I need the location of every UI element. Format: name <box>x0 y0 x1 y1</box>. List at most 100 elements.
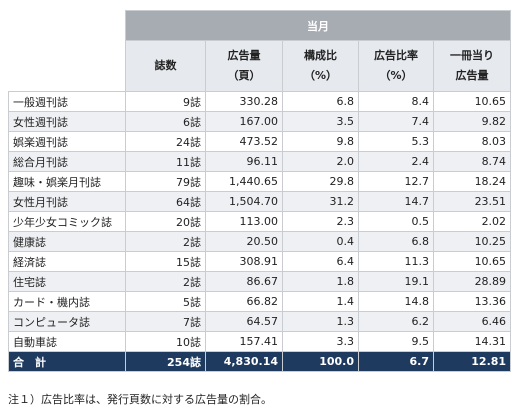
cell: 6.7 <box>358 351 434 372</box>
cell: 18.24 <box>432 171 512 192</box>
header-line: 構成比 <box>304 49 337 62</box>
cell: 113.00 <box>205 211 283 232</box>
cell: 19.1 <box>358 271 434 292</box>
cell: 23.51 <box>432 191 512 212</box>
cell: 2誌 <box>125 231 206 252</box>
cell: 64.57 <box>205 311 283 332</box>
cell: 11誌 <box>125 151 206 172</box>
cell: 29.8 <box>282 171 359 192</box>
cell: 8.4 <box>358 91 434 112</box>
cell: 8.03 <box>432 131 512 152</box>
cell: 0.4 <box>282 231 359 252</box>
cell: 308.91 <box>205 251 283 272</box>
cell: 1.8 <box>282 271 359 292</box>
cell: 6.46 <box>432 311 512 332</box>
data-row: 少年少女コミック誌 20誌 113.00 2.3 0.5 2.02 <box>8 211 512 232</box>
cell: 8.74 <box>432 151 512 172</box>
cell: 6.8 <box>358 231 434 252</box>
header-line: 広告量 <box>455 69 489 82</box>
cell: 86.67 <box>205 271 283 292</box>
cell: 14.8 <box>358 291 434 312</box>
data-row: 趣味・娯楽月刊誌 79誌 1,440.65 29.8 12.7 18.24 <box>8 171 512 192</box>
cell: 330.28 <box>205 91 283 112</box>
table-body: 当月 誌数 広告量 （頁） 構成比 （%） 広告比率 （%） 一冊当り 広告量 一般週刊誌 9誌 3… <box>8 10 512 372</box>
cell: 7誌 <box>125 311 206 332</box>
cell: 6.2 <box>358 311 434 332</box>
header-row: 当月 <box>8 10 512 92</box>
cell: 2.4 <box>358 151 434 172</box>
header-line: 広告比率 <box>374 49 418 62</box>
cell: 2誌 <box>125 271 206 292</box>
cell: 254誌 <box>125 351 206 372</box>
column-header: 構成比 （%） <box>282 40 359 92</box>
cell: 14.7 <box>358 191 434 212</box>
cell: 96.11 <box>205 151 283 172</box>
cell: 28.89 <box>432 271 512 292</box>
ad-table: 当月 誌数 広告量 （頁） 構成比 （%） 広告比率 （%） 一冊当り 広告量 一般週刊誌 9誌 3… <box>8 10 512 372</box>
cell: 12.7 <box>358 171 434 192</box>
row-label: 一般週刊誌 <box>8 91 126 112</box>
cell: 14.31 <box>432 331 512 352</box>
header-line: （%） <box>379 69 413 82</box>
data-row: 一般週刊誌 9誌 330.28 6.8 8.4 10.65 <box>8 91 512 112</box>
header-line: 誌数 <box>154 59 177 72</box>
cell: 9.5 <box>358 331 434 352</box>
header-line: （%） <box>303 69 338 82</box>
cell: 1.3 <box>282 311 359 332</box>
row-label: 健康誌 <box>8 231 126 252</box>
row-label: 趣味・娯楽月刊誌 <box>8 171 126 192</box>
row-label: 娯楽週刊誌 <box>8 131 126 152</box>
row-label: 少年少女コミック誌 <box>8 211 126 232</box>
cell: 2.02 <box>432 211 512 232</box>
row-label: 自動車誌 <box>8 331 126 352</box>
column-header: 誌数 <box>125 40 206 92</box>
data-row: 総合月刊誌 11誌 96.11 2.0 2.4 8.74 <box>8 151 512 172</box>
cell: 11.3 <box>358 251 434 272</box>
data-row: カード・機内誌 5誌 66.82 1.4 14.8 13.36 <box>8 291 512 312</box>
cell: 6.8 <box>282 91 359 112</box>
column-header: 広告比率 （%） <box>358 40 434 92</box>
footnote: 注１）広告比率は、発行頁数に対する広告量の割合。 <box>8 393 272 406</box>
cell: 2.0 <box>282 151 359 172</box>
cell: 4,830.14 <box>205 351 283 372</box>
row-label: 住宅誌 <box>8 271 126 292</box>
header-line: 広告量 <box>227 49 261 62</box>
row-label: 女性週刊誌 <box>8 111 126 132</box>
cell: 9誌 <box>125 91 206 112</box>
column-header-row: 誌数 広告量 （頁） 構成比 （%） 広告比率 （%） 一冊当り 広告量 <box>9 40 512 92</box>
cell: 10.65 <box>432 251 512 272</box>
cell: 1.4 <box>282 291 359 312</box>
cell: 9.8 <box>282 131 359 152</box>
data-row: 女性月刊誌 64誌 1,504.70 31.2 14.7 23.51 <box>8 191 512 212</box>
corner <box>8 10 126 92</box>
data-row: 住宅誌 2誌 86.67 1.8 19.1 28.89 <box>8 271 512 292</box>
data-row: 女性週刊誌 6誌 167.00 3.5 7.4 9.82 <box>8 111 512 132</box>
cell: 13.36 <box>432 291 512 312</box>
period-header: 当月 <box>124 10 512 41</box>
cell: 6.4 <box>282 251 359 272</box>
total-row: 合 計 254誌 4,830.14 100.0 6.7 12.81 <box>8 351 512 372</box>
cell: 20誌 <box>125 211 206 232</box>
cell: 473.52 <box>205 131 283 152</box>
data-row: コンピュータ誌 7誌 64.57 1.3 6.2 6.46 <box>8 311 512 332</box>
cell: 3.3 <box>282 331 359 352</box>
data-row: 自動車誌 10誌 157.41 3.3 9.5 14.31 <box>8 331 512 352</box>
row-label: 経済誌 <box>8 251 126 272</box>
cell: 5誌 <box>125 291 206 312</box>
cell: 79誌 <box>125 171 206 192</box>
row-label: コンピュータ誌 <box>8 311 126 332</box>
cell: 3.5 <box>282 111 359 132</box>
cell: 12.81 <box>432 351 512 372</box>
row-label: 合 計 <box>8 351 126 372</box>
data-row: 健康誌 2誌 20.50 0.4 6.8 10.25 <box>8 231 512 252</box>
data-row: 経済誌 15誌 308.91 6.4 11.3 10.65 <box>8 251 512 272</box>
cell: 10.25 <box>432 231 512 252</box>
cell: 167.00 <box>205 111 283 132</box>
cell: 64誌 <box>125 191 206 212</box>
cell: 1,440.65 <box>205 171 283 192</box>
cell: 157.41 <box>205 331 283 352</box>
column-header: 広告量 （頁） <box>205 40 283 92</box>
cell: 7.4 <box>358 111 434 132</box>
cell: 31.2 <box>282 191 359 212</box>
